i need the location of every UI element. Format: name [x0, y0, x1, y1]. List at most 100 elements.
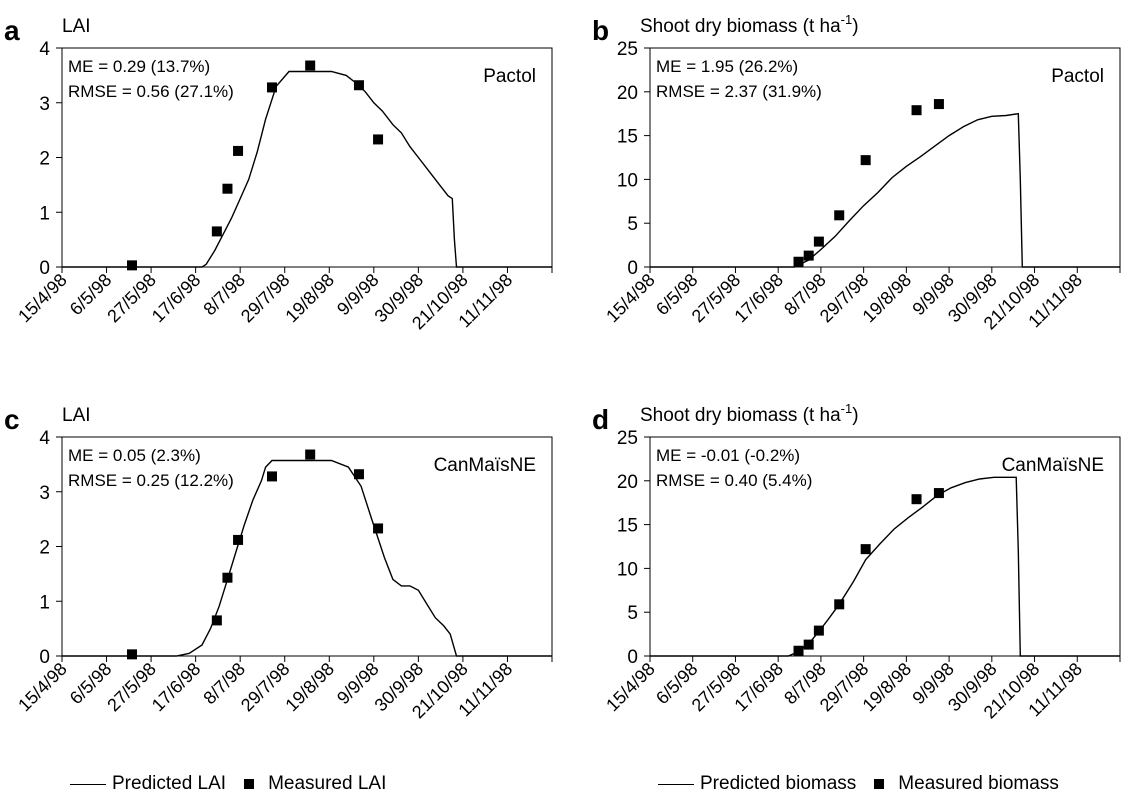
chart-title: Shoot dry biomass (t ha-1) — [640, 12, 859, 37]
y-tick-label: 1 — [39, 592, 50, 613]
stat-line: RMSE = 0.56 (27.1%) — [68, 82, 234, 101]
x-tick-label: 19/8/98 — [281, 270, 338, 327]
x-tick-label: 17/6/98 — [148, 270, 205, 327]
x-tick-label: 19/8/98 — [281, 659, 338, 716]
measured-point — [860, 155, 871, 166]
y-tick-label: 0 — [627, 258, 638, 279]
stat-line: ME = 1.95 (26.2%) — [656, 57, 798, 76]
y-tick-label: 1 — [39, 203, 50, 224]
measured-point — [305, 449, 316, 460]
legend-measured-lai: Measured LAI — [268, 773, 387, 794]
measured-point — [353, 80, 364, 91]
measured-point — [813, 625, 824, 636]
measured-point — [813, 236, 824, 247]
y-tick-label: 15 — [617, 516, 638, 537]
measured-point — [127, 649, 137, 660]
measured-point — [933, 99, 944, 110]
x-tick-label: 29/7/98 — [237, 270, 294, 327]
measured-point — [267, 82, 277, 93]
measured-point — [373, 523, 384, 534]
measured-point — [793, 256, 804, 267]
panel-c: c LAI0123415/4/986/5/9827/5/9817/6/988/7/… — [4, 404, 553, 722]
chart-title: LAI — [62, 405, 91, 426]
measured-point — [211, 226, 222, 237]
title-superscript: -1 — [841, 12, 853, 27]
x-tick-label: 19/8/98 — [859, 659, 916, 716]
y-tick-label: 0 — [39, 647, 50, 668]
chart-title: Shoot dry biomass (t ha-1) — [640, 401, 859, 426]
title-end: ) — [852, 16, 858, 37]
plot-frame — [649, 47, 1121, 268]
y-tick-label: 20 — [617, 83, 638, 104]
panel-letter: c — [4, 404, 20, 435]
x-tick-label: 17/6/98 — [148, 659, 205, 716]
panel-letter: a — [4, 15, 20, 46]
y-tick-label: 0 — [39, 258, 50, 279]
legend-predicted-biomass: Predicted biomass — [700, 773, 857, 794]
measured-point — [267, 471, 277, 482]
legend-right: Predicted biomass Measured biomass — [658, 773, 1059, 795]
y-tick-label: 15 — [617, 127, 638, 148]
model-name: CanMaïsNE — [1002, 455, 1104, 476]
legend-left: Predicted LAI Measured LAI — [70, 773, 386, 795]
x-tick-label: 17/6/98 — [730, 659, 787, 716]
y-tick-label: 20 — [617, 472, 638, 493]
legend-measured-biomass: Measured biomass — [898, 773, 1059, 794]
title-superscript: -1 — [841, 401, 853, 416]
model-name: Pactol — [483, 66, 536, 87]
model-name: Pactol — [1051, 66, 1104, 87]
stat-line: RMSE = 2.37 (31.9%) — [656, 82, 822, 101]
predicted-line — [650, 112, 1120, 268]
measured-point — [834, 210, 845, 221]
x-tick-label: 27/5/98 — [103, 270, 160, 327]
y-tick-label: 2 — [39, 149, 50, 170]
measured-point — [860, 544, 871, 555]
y-tick-label: 3 — [39, 483, 50, 504]
measured-point — [803, 250, 814, 261]
legend-line-swatch — [70, 783, 106, 785]
measured-point — [353, 469, 364, 480]
y-tick-label: 4 — [39, 428, 50, 449]
panel-letter: d — [592, 404, 609, 435]
stat-line: ME = 0.05 (2.3%) — [68, 446, 201, 465]
legend-marker-swatch — [244, 779, 255, 789]
plot-frame — [61, 47, 553, 268]
predicted-line — [650, 476, 1120, 657]
y-tick-label: 10 — [617, 170, 638, 191]
y-tick-label: 5 — [627, 214, 638, 235]
panel-b: b Shoot dry biomass (t ha-1)051015202515/… — [592, 12, 1121, 333]
measured-point — [305, 60, 316, 71]
y-tick-label: 0 — [627, 647, 638, 668]
model-name: CanMaïsNE — [434, 455, 536, 476]
chart-title: LAI — [62, 16, 91, 37]
measured-point — [933, 488, 944, 499]
stat-line: ME = 0.29 (13.7%) — [68, 57, 210, 76]
measured-point — [222, 183, 233, 194]
measured-point — [373, 134, 384, 145]
measured-point — [793, 645, 804, 656]
measured-point — [911, 494, 922, 505]
panel-d: d Shoot dry biomass (t ha-1)051015202515/… — [592, 401, 1121, 722]
panel-a: a LAI0123415/4/986/5/9827/5/9817/6/988/7/… — [4, 15, 553, 333]
y-tick-label: 3 — [39, 94, 50, 115]
measured-point — [222, 572, 233, 583]
measured-point — [803, 639, 814, 650]
x-tick-label: 29/7/98 — [237, 659, 294, 716]
legend-line-swatch — [658, 783, 694, 785]
measured-point — [127, 260, 137, 271]
measured-point — [834, 599, 845, 610]
stat-line: ME = -0.01 (-0.2%) — [656, 446, 800, 465]
y-tick-label: 5 — [627, 603, 638, 624]
legend-marker-swatch — [874, 779, 885, 789]
title-end: ) — [852, 405, 858, 426]
measured-point — [211, 615, 222, 626]
measured-point — [911, 105, 922, 116]
y-tick-label: 2 — [39, 538, 50, 559]
stat-line: RMSE = 0.25 (12.2%) — [68, 471, 234, 490]
measured-point — [233, 534, 244, 545]
y-tick-label: 10 — [617, 559, 638, 580]
x-tick-label: 19/8/98 — [859, 270, 916, 327]
y-tick-label: 4 — [39, 39, 50, 60]
stat-line: RMSE = 0.40 (5.4%) — [656, 471, 812, 490]
